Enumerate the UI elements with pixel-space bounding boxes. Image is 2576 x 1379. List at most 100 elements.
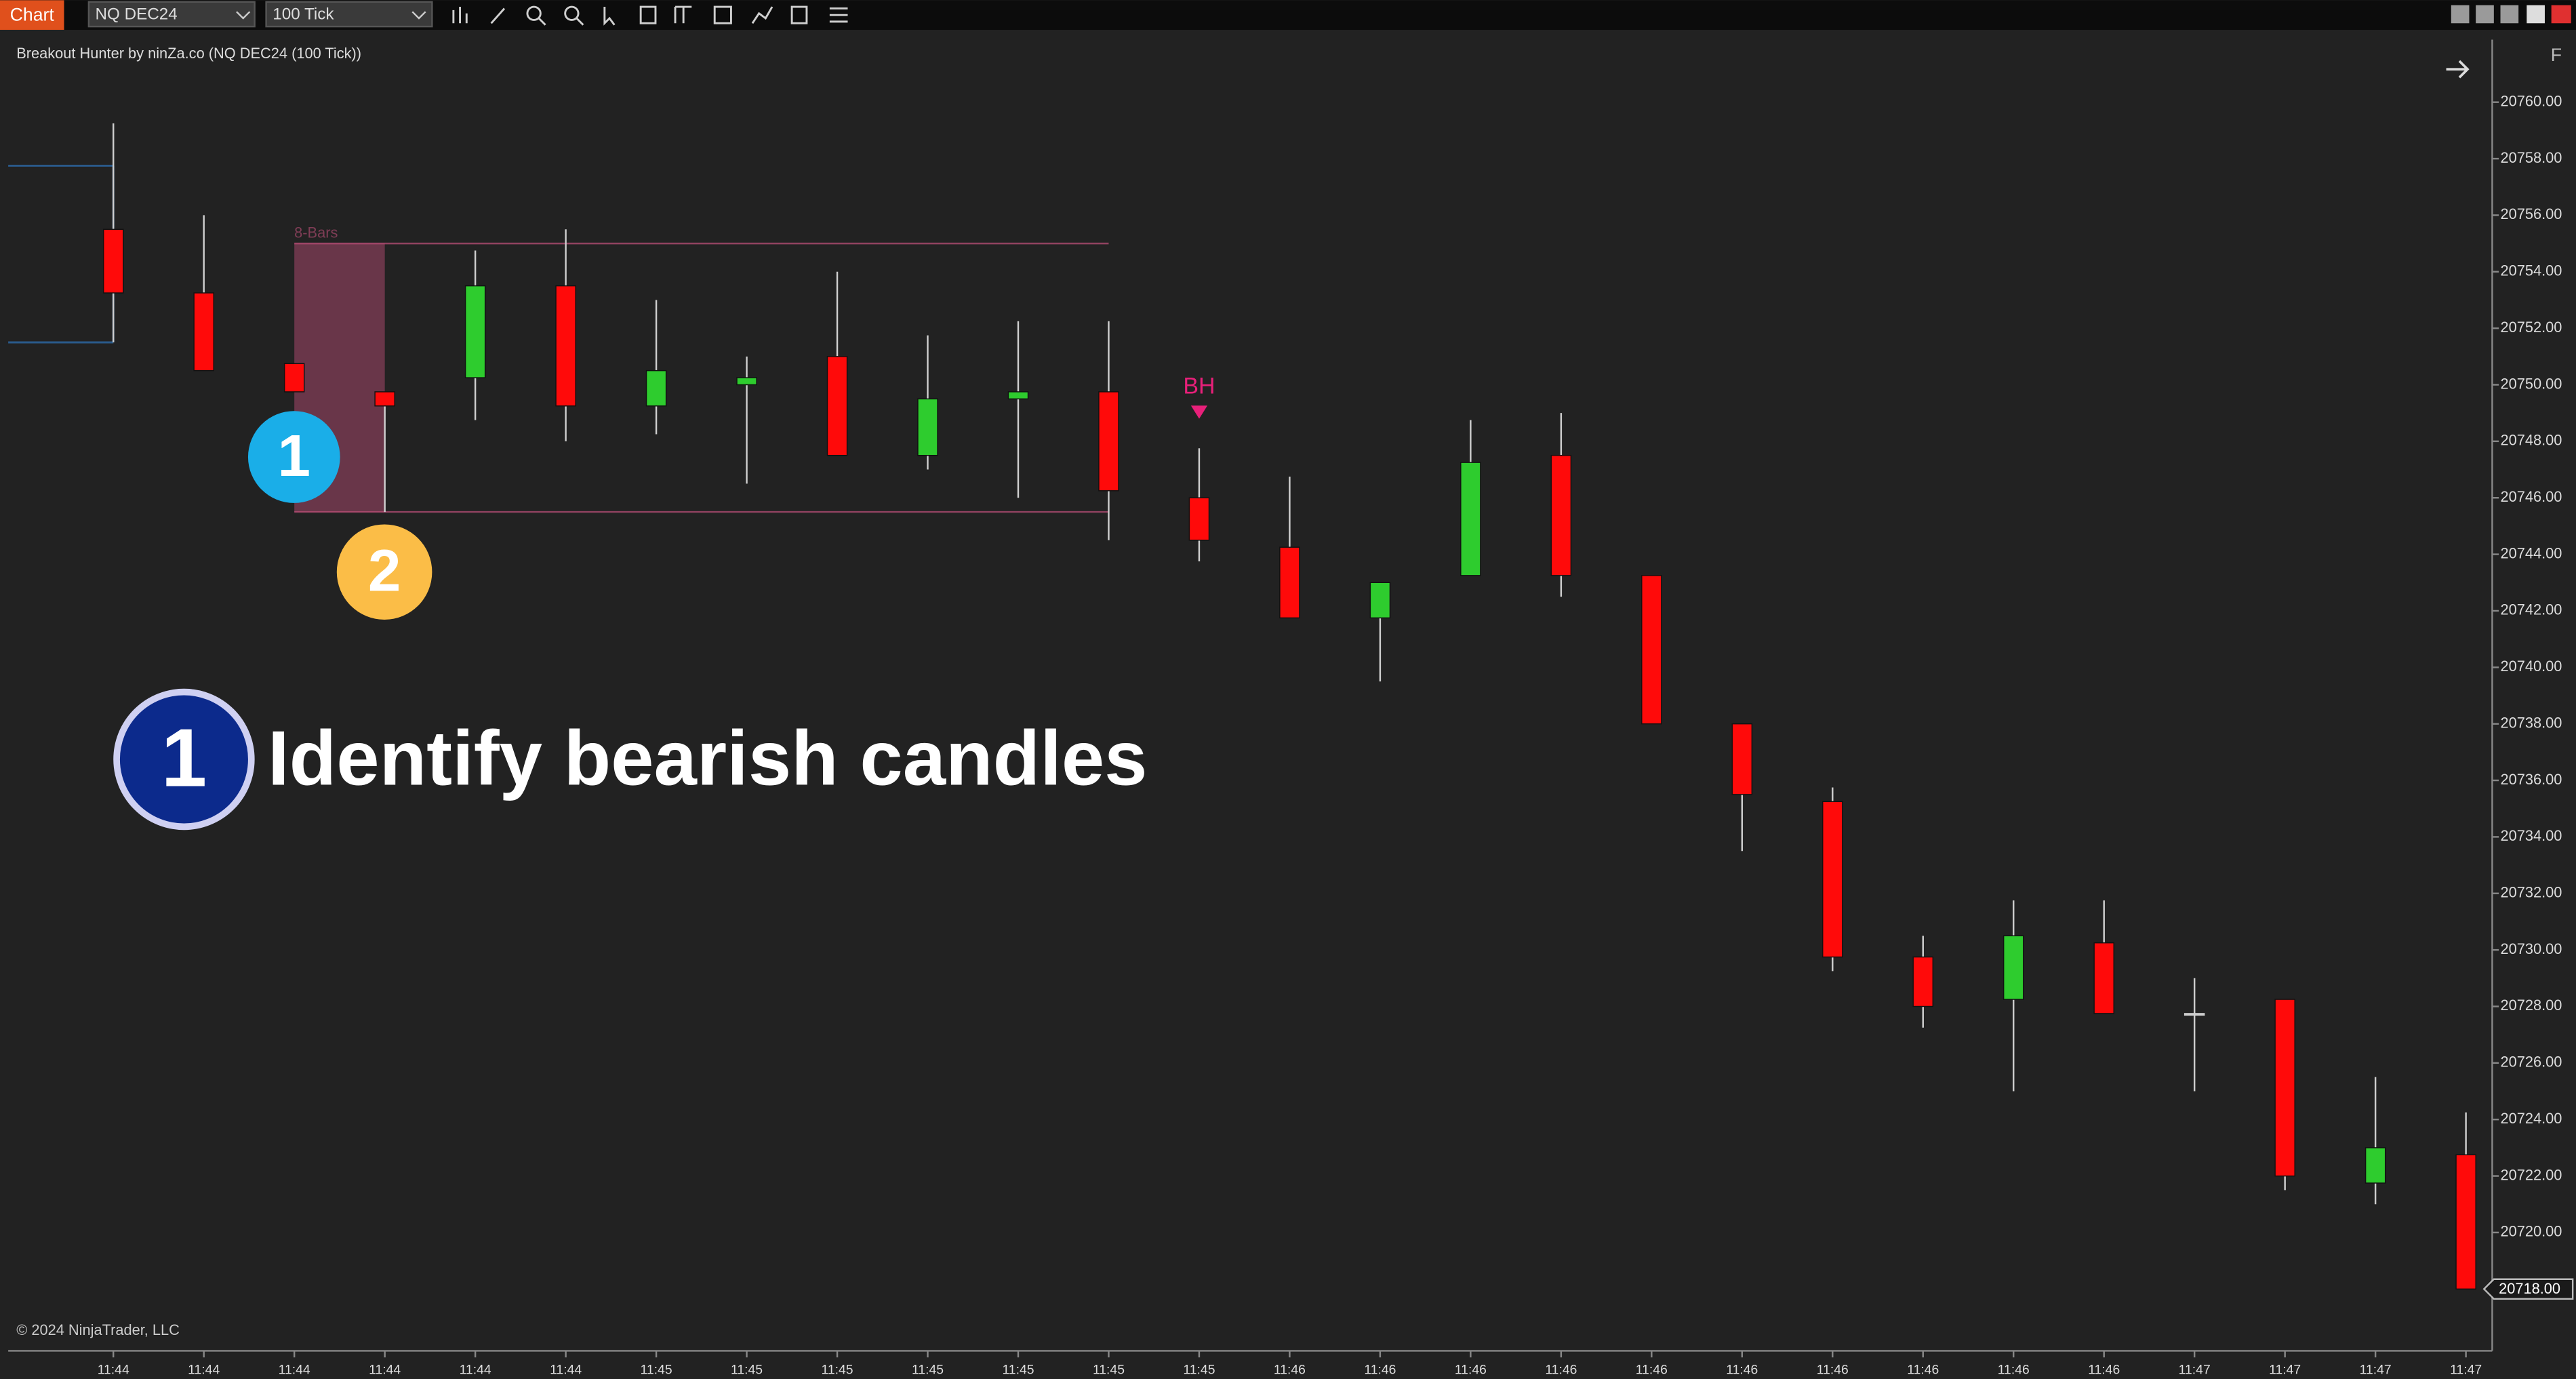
- candle-body: [2093, 942, 2114, 1014]
- y-tick-label: 20726.00: [2501, 1054, 2562, 1071]
- y-tick-label: 20730.00: [2501, 940, 2562, 957]
- app-label: Chart: [10, 4, 55, 24]
- x-tick-label: 11:45: [1183, 1363, 1215, 1378]
- badge-label: 1: [278, 423, 311, 489]
- caption: 1 Identify bearish candles: [113, 688, 1148, 831]
- x-tick-label: 11:45: [912, 1363, 944, 1378]
- x-tick-label: 11:44: [550, 1363, 582, 1378]
- x-tick-label: 11:46: [1636, 1363, 1668, 1378]
- x-tick-label: 11:46: [2088, 1363, 2120, 1378]
- candle-body: [2003, 935, 2024, 1000]
- x-tick-label: 11:46: [1545, 1363, 1577, 1378]
- y-tick-label: 20738.00: [2501, 714, 2562, 731]
- dropdown-arrow: [236, 11, 251, 20]
- y-tick-label: 20736.00: [2501, 771, 2562, 788]
- x-tick-label: 11:46: [1817, 1363, 1849, 1378]
- chart-title: Breakout Hunter by ninZa.co (NQ DEC24 (1…: [16, 45, 361, 62]
- candle-body: [464, 285, 486, 378]
- candle-body: [1460, 462, 1481, 576]
- x-tick-label: 11:46: [1726, 1363, 1758, 1378]
- x-tick-label: 11:46: [1907, 1363, 1939, 1378]
- x-tick-label: 11:47: [2450, 1363, 2482, 1378]
- last-price-label: 20718.00: [2499, 1280, 2560, 1297]
- candle-body: [374, 391, 395, 407]
- candle-body: [1641, 575, 1662, 725]
- signal-label: BH: [1183, 374, 1215, 399]
- x-tick-label: 11:45: [641, 1363, 672, 1378]
- candle-body: [1912, 956, 1934, 1007]
- x-tick-label: 11:45: [1093, 1363, 1125, 1378]
- period-label: 100 Tick: [273, 5, 334, 24]
- candle-body: [826, 356, 848, 456]
- y-tick-label: 20728.00: [2501, 997, 2562, 1014]
- x-tick-label: 11:44: [369, 1363, 401, 1378]
- copyright: © 2024 NinjaTrader, LLC: [16, 1321, 180, 1338]
- y-tick-label: 20732.00: [2501, 884, 2562, 901]
- y-tick-label: 20720.00: [2501, 1223, 2562, 1240]
- caption-number: 1: [161, 711, 207, 803]
- x-tick-label: 11:44: [460, 1363, 491, 1378]
- candle-body: [1550, 454, 1572, 576]
- badge: 1: [247, 411, 340, 503]
- badge-label: 2: [368, 538, 401, 604]
- y-tick-label: 20750.00: [2501, 375, 2562, 392]
- x-tick-label: 11:45: [1002, 1363, 1034, 1378]
- x-tick-label: 11:44: [188, 1363, 220, 1378]
- y-tick-label: 20748.00: [2501, 432, 2562, 449]
- candle-body: [2364, 1147, 2386, 1184]
- candle-body: [1731, 723, 1753, 795]
- x-tick-label: 11:46: [1274, 1363, 1306, 1378]
- candle-body: [555, 285, 576, 407]
- x-tick-label: 11:47: [2269, 1363, 2301, 1378]
- badge: 2: [336, 524, 432, 620]
- caption-text: Identify bearish candles: [268, 715, 1148, 801]
- y-tick-label: 20746.00: [2501, 488, 2562, 505]
- y-tick-label: 20724.00: [2501, 1110, 2562, 1127]
- x-tick-label: 11:46: [1455, 1363, 1487, 1378]
- candle-body: [2455, 1154, 2476, 1290]
- candle-body: [917, 398, 938, 456]
- app-tab[interactable]: [0, 0, 64, 30]
- x-tick-label: 11:47: [2360, 1363, 2392, 1378]
- candle-body: [283, 363, 305, 393]
- candle-body: [645, 369, 667, 407]
- y-tick-label: 20760.00: [2501, 92, 2562, 109]
- plot-area: 20720.00 20722.00 20724.00 20726.00 20728.00…: [8, 92, 2574, 1378]
- y-tick-label: 20754.00: [2501, 262, 2562, 279]
- candle-body: [102, 228, 124, 294]
- panel-label[interactable]: F: [2551, 45, 2562, 65]
- x-tick-label: 11:46: [1364, 1363, 1396, 1378]
- candle-body: [193, 292, 214, 372]
- candle-body: [1007, 391, 1029, 400]
- signal-arrow: [1190, 405, 1208, 419]
- y-tick-label: 20756.00: [2501, 205, 2562, 222]
- y-tick-label: 20722.00: [2501, 1166, 2562, 1183]
- candle-body: [2183, 1013, 2205, 1016]
- arrow-icon[interactable]: [2446, 60, 2470, 79]
- candle-body: [1822, 801, 1843, 958]
- instrument-select[interactable]: [87, 1, 256, 28]
- y-tick-label: 20752.00: [2501, 319, 2562, 336]
- x-tick-label: 11:46: [1998, 1363, 2030, 1378]
- candle-body: [1279, 546, 1300, 619]
- candle-body: [1098, 391, 1119, 492]
- toolbar-icons[interactable]: [452, 5, 848, 26]
- period-select[interactable]: [265, 1, 433, 28]
- y-tick-label: 20734.00: [2501, 827, 2562, 844]
- instrument-label: NQ DEC24: [96, 5, 178, 24]
- x-tick-label: 11:44: [279, 1363, 310, 1378]
- x-tick-label: 11:47: [2179, 1363, 2211, 1378]
- candle-body: [1369, 582, 1391, 619]
- y-tick-label: 20740.00: [2501, 658, 2562, 675]
- candle-body: [736, 377, 757, 386]
- candle-body: [2274, 999, 2295, 1177]
- y-tick-label: 20744.00: [2501, 544, 2562, 561]
- last-price-marker: [2482, 1278, 2574, 1300]
- window-controls[interactable]: [2451, 5, 2571, 24]
- range-label: 8-Bars: [294, 224, 338, 241]
- dropdown-arrow: [411, 11, 426, 20]
- candle-body: [1188, 497, 1210, 541]
